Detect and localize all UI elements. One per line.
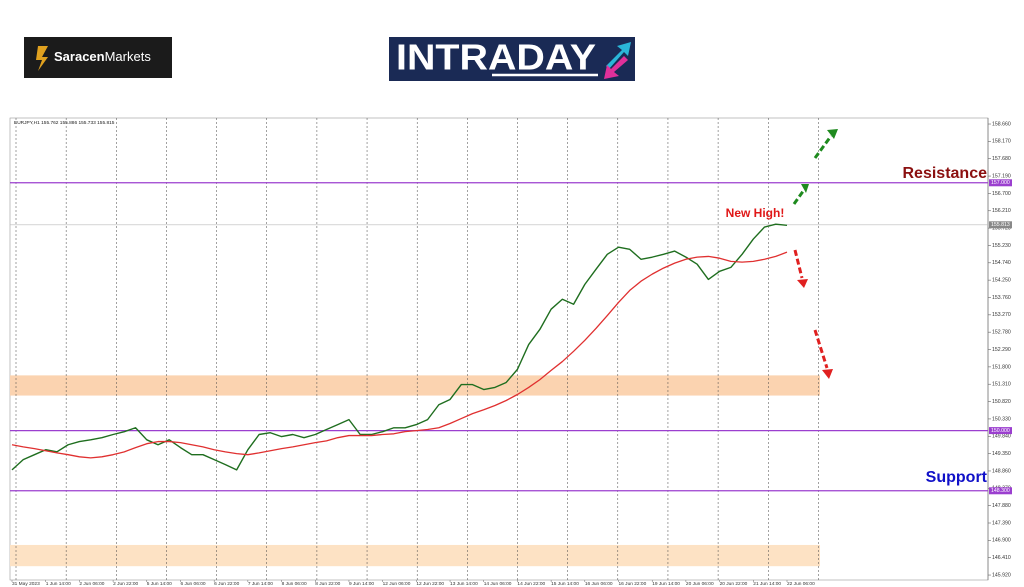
x-tick-label: 21 Jun 14:00	[753, 581, 781, 587]
logo-text: INTRADAY	[396, 37, 596, 78]
brand-name: SaracenMarkets	[54, 49, 151, 64]
chart-info: EURJPY,H1 155.762 155.886 155.733 155.81…	[14, 120, 115, 126]
current-price-tag	[989, 221, 1012, 229]
y-tick-label: 150.330	[992, 416, 1011, 422]
x-tick-label: 22 Jun 06:00	[787, 581, 815, 587]
plot-frame	[9, 117, 989, 581]
level-label: 157.000	[991, 180, 1010, 186]
zone	[10, 544, 820, 567]
x-tick-label: 31 May 2023	[12, 581, 40, 587]
arrowhead	[822, 369, 833, 379]
y-tick-label: 153.760	[992, 295, 1011, 301]
arrow-down-long	[813, 329, 829, 369]
x-tick-label: 8 Jun 22:00	[315, 581, 340, 587]
arrowhead	[797, 279, 808, 288]
arrow-down-short	[793, 249, 804, 279]
logo-arrow-up	[606, 42, 631, 69]
x-tick-label: 2 Jun 22:00	[113, 581, 138, 587]
y-tick-label: 155.230	[992, 243, 1011, 249]
y-tick-label: 154.250	[992, 278, 1011, 284]
current-price-label: 155.813	[991, 222, 1010, 228]
support-label: Support	[926, 469, 988, 486]
y-tick-label: 147.880	[992, 503, 1011, 509]
x-tick-label: 1 Jun 14:00	[46, 581, 71, 587]
arrowhead	[827, 129, 838, 139]
x-tick-label: 12 Jun 22:00	[416, 581, 444, 587]
level-tag	[989, 487, 1012, 495]
y-tick-label: 152.780	[992, 330, 1011, 336]
x-tick-label: 6 Jun 06:00	[180, 581, 205, 587]
moving-average-line	[11, 251, 788, 459]
y-tick-label: 151.310	[992, 382, 1011, 388]
x-tick-label: 6 Jun 22:00	[214, 581, 239, 587]
intraday-logo: INTRADAY	[389, 37, 635, 81]
logo-background	[389, 37, 635, 81]
x-tick-label: 14 Jun 06:00	[484, 581, 512, 587]
x-tick-label: 19 Jun 14:00	[652, 581, 680, 587]
y-tick-label: 157.190	[992, 173, 1011, 179]
level-tag	[989, 179, 1012, 187]
zones	[10, 375, 820, 567]
projection-arrows	[792, 129, 838, 379]
y-tick-label: 158.660	[992, 121, 1011, 127]
y-tick-label: 155.720	[992, 225, 1011, 231]
x-tick-label: 5 Jun 14:00	[147, 581, 172, 587]
y-tick-label: 150.820	[992, 399, 1011, 405]
plot: 158.660 158.170 157.680 157.190 156.700 156.2…	[10, 118, 1012, 587]
arrow-up-long	[813, 135, 833, 159]
x-tick-label: 13 Jun 14:00	[450, 581, 478, 587]
zone	[10, 375, 820, 396]
y-tick-label: 153.270	[992, 312, 1011, 318]
level-label: 150.000	[991, 428, 1010, 434]
x-tick-label: 20 Jun 06:00	[686, 581, 714, 587]
brand-bold: Saracen	[54, 49, 105, 64]
y-tick-label: 147.390	[992, 520, 1011, 526]
x-tick-label: 2 Jun 06:00	[79, 581, 104, 587]
new-high-label: New High!	[726, 206, 785, 220]
y-tick-label: 148.860	[992, 468, 1011, 474]
x-tick-label: 12 Jun 06:00	[383, 581, 411, 587]
brand-icon	[36, 46, 48, 71]
level-label: 148.300	[991, 488, 1010, 494]
y-tick-label: 156.700	[992, 191, 1011, 197]
y-tick-label: 156.210	[992, 208, 1011, 214]
level-tag	[989, 427, 1012, 435]
separators	[15, 118, 819, 580]
x-tick-label: 9 Jun 14:00	[349, 581, 374, 587]
y-tick-label: 151.800	[992, 364, 1011, 370]
x-tick-label: 16 Jun 06:00	[585, 581, 613, 587]
price-line	[11, 223, 788, 471]
brand-logo: SaracenMarkets	[24, 37, 172, 78]
logo-arrow-down	[604, 56, 628, 79]
arrowhead	[801, 184, 809, 193]
x-tick-label: 20 Jun 22:00	[720, 581, 748, 587]
y-tick-label: 146.900	[992, 538, 1011, 544]
y-tick-label: 157.680	[992, 156, 1011, 162]
x-tick-label: 15 Jun 14:00	[551, 581, 579, 587]
y-tick-label: 158.170	[992, 139, 1011, 145]
resistance-label: Resistance	[903, 165, 988, 182]
y-tick-label: 149.840	[992, 434, 1011, 440]
x-tick-label: 7 Jun 14:00	[248, 581, 273, 587]
arrow-up-short	[792, 189, 806, 205]
brand-light: Markets	[105, 49, 152, 64]
x-tick-label: 16 Jun 22:00	[619, 581, 647, 587]
brand-background	[24, 37, 172, 78]
y-tick-label: 146.410	[992, 555, 1011, 561]
y-tick-label: 152.290	[992, 347, 1011, 353]
y-tick-label: 145.920	[992, 572, 1011, 578]
x-tick-label: 8 Jun 06:00	[282, 581, 307, 587]
y-tick-label: 149.350	[992, 451, 1011, 457]
y-tick-label: 154.740	[992, 260, 1011, 266]
x-tick-label: 14 Jun 22:00	[517, 581, 545, 587]
